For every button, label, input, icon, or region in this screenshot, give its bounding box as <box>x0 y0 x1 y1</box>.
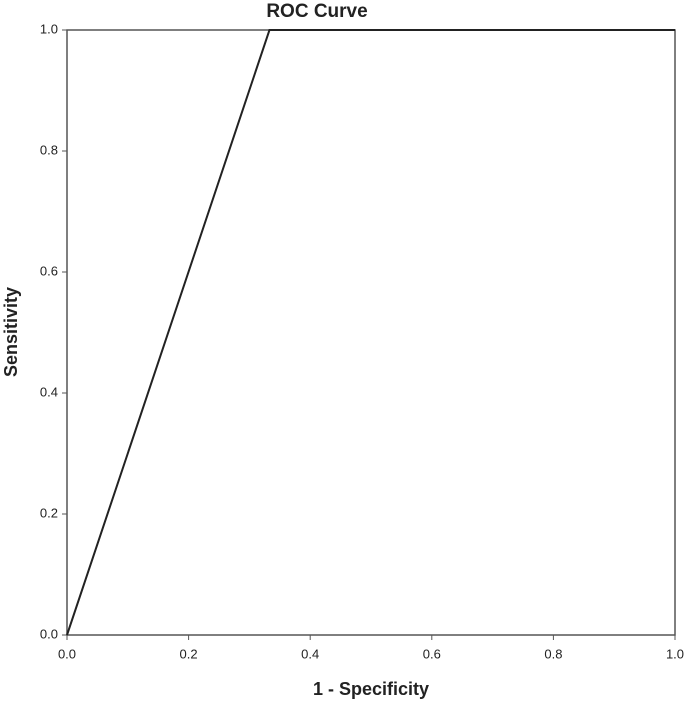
y-tick-label: 0.0 <box>40 626 58 641</box>
roc-line <box>66 29 675 636</box>
chart-title: ROC Curve <box>266 1 367 22</box>
x-tick-label: 0.8 <box>544 646 562 661</box>
x-tick-label: 0.2 <box>180 646 198 661</box>
y-tick-label: 0.8 <box>40 142 58 157</box>
x-tick-label: 0.6 <box>423 646 441 661</box>
x-tick-label: 1.0 <box>666 646 684 661</box>
y-axis-title: Sensitivity <box>1 287 21 377</box>
y-tick-label: 0.4 <box>40 384 58 399</box>
plot-frame <box>66 29 676 636</box>
y-tick-label: 0.2 <box>40 505 58 520</box>
x-tick-label: 0.0 <box>58 646 76 661</box>
y-tick-label: 1.0 <box>40 21 58 36</box>
x-tick-label: 0.4 <box>301 646 319 661</box>
x-axis-title: 1 - Specificity <box>313 679 429 699</box>
y-tick-label: 0.6 <box>40 263 58 278</box>
